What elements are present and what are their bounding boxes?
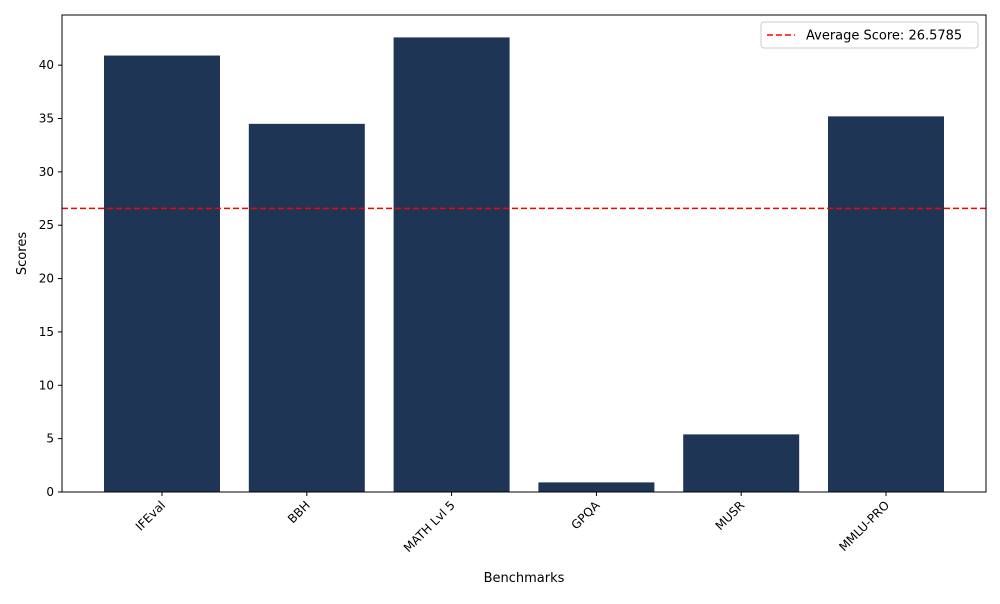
x-axis-label: Benchmarks [484,571,565,586]
y-tick-label: 40 [39,58,54,72]
y-tick-label: 10 [39,378,54,392]
y-axis: 0 5 10 15 20 25 30 35 40 [39,58,62,499]
y-tick-label: 30 [39,165,54,179]
bars-layer [104,37,944,493]
plot-frame [61,14,987,493]
x-tick-label: MMLU-PRO [836,498,892,554]
y-tick-label: 25 [39,218,54,232]
y-tick-label: 15 [39,325,54,339]
x-tick-label: BBH [285,498,313,526]
legend-box [760,21,979,49]
y-tick-label: 0 [46,485,54,499]
x-tick-label: MATH Lvl 5 [401,498,458,555]
y-tick-label: 35 [39,112,54,126]
legend-label: Average Score: 26.5785 [806,29,962,44]
legend: Average Score: 26.5785 [760,21,979,49]
x-axis: IFEval BBH MATH Lvl 5 GPQA MUSR MMLU-PRO [133,492,892,555]
bar-ifeval [104,55,220,493]
bar-gpqa [538,482,655,492]
x-tick-label: GPQA [568,498,603,533]
bar-math-lvl-5 [393,37,510,493]
bar-mmlu-pro [828,116,944,492]
x-tick-label: IFEval [133,498,168,533]
x-tick-label: MUSR [713,498,748,533]
y-tick-label: 20 [39,272,54,286]
bar-musr [683,434,800,492]
y-tick-label: 5 [46,432,54,446]
y-axis-label: Scores [15,232,30,275]
bar-bbh [248,123,365,492]
